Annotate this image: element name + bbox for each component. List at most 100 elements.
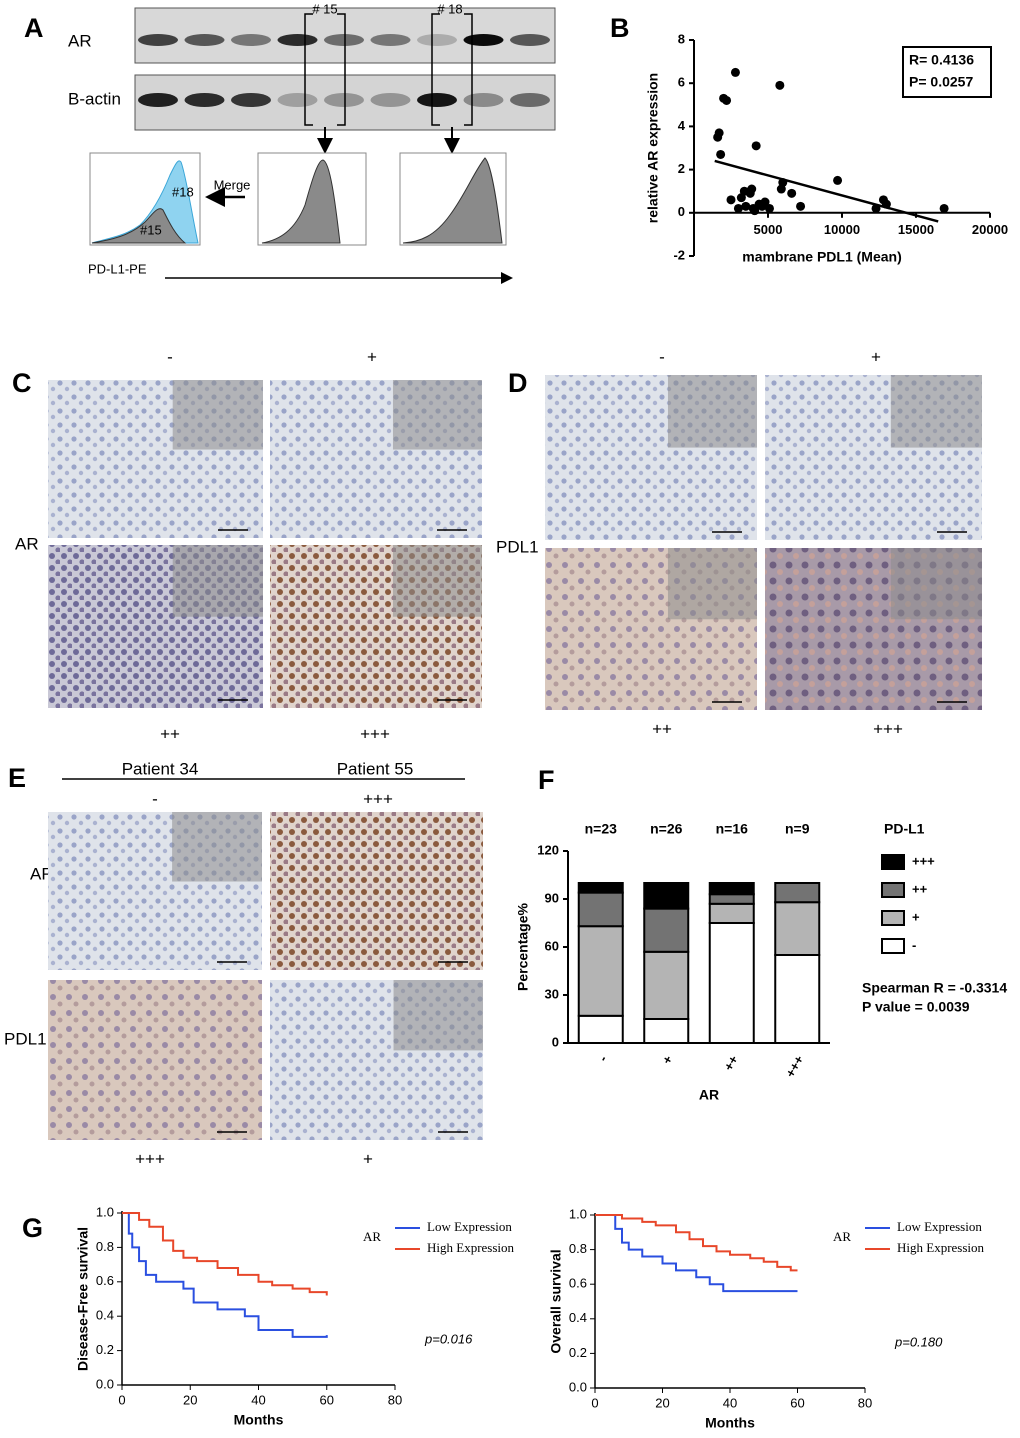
legend-label: High Expression: [897, 1240, 985, 1255]
x-axis-label: Months: [705, 1415, 755, 1431]
legend-label: +: [912, 909, 920, 924]
x-tick-label: 40: [723, 1395, 737, 1410]
inset: [172, 812, 262, 882]
legend-label: Low Expression: [897, 1219, 982, 1234]
bar-segment: [708, 893, 755, 905]
bracket: [304, 13, 346, 126]
y-tick-label: 0: [552, 1034, 559, 1049]
band: [184, 34, 225, 46]
y-tick-label: 30: [545, 986, 559, 1001]
inset: [890, 548, 982, 620]
blot-label: B-actin: [68, 89, 121, 108]
lane-label: # 18: [437, 1, 462, 16]
y-tick-label: 8: [678, 31, 685, 46]
band: [370, 34, 411, 46]
band: [510, 93, 550, 107]
y-tick-label: 4: [678, 118, 686, 133]
micrograph: [48, 980, 262, 1140]
merge-label: Merge: [214, 177, 251, 192]
stats-box: [902, 46, 992, 98]
y-tick-label: 0.8: [96, 1239, 114, 1254]
trend-line: [714, 159, 939, 223]
legend-swatch: [881, 882, 905, 898]
bar-segment: [708, 922, 755, 1044]
x-tick-label: 80: [388, 1392, 402, 1407]
count-label: n=16: [716, 821, 749, 837]
point: [714, 128, 724, 138]
panel-letter: E: [8, 763, 26, 793]
inset: [172, 545, 263, 617]
point: [796, 201, 806, 211]
band: [510, 34, 550, 46]
column-label: +: [367, 347, 377, 366]
band: [277, 34, 318, 46]
y-tick-label: 0.0: [569, 1379, 587, 1394]
x-tick-label: ++: [721, 1052, 742, 1073]
bar-segment: [643, 907, 690, 953]
legend-title: PD-L1: [884, 821, 925, 837]
band: [463, 93, 504, 107]
bar-segment: [643, 1018, 690, 1044]
survival-curve: [122, 1212, 328, 1338]
band: [463, 34, 504, 46]
p-value: p=0.180: [894, 1334, 943, 1349]
x-tick-label: 60: [320, 1392, 334, 1407]
y-tick-label: 60: [545, 938, 559, 953]
x-tick-label: 10000: [824, 222, 860, 237]
bar-segment: [577, 882, 624, 894]
histogram: [91, 160, 199, 244]
band: [231, 34, 271, 46]
column-label: +: [871, 347, 881, 366]
x-tick-label: 0: [118, 1392, 125, 1407]
panel-letter: A: [24, 13, 44, 43]
point: [939, 203, 949, 213]
gate-label: #15: [140, 222, 162, 237]
y-tick-label: 1.0: [569, 1206, 587, 1221]
point: [733, 203, 743, 213]
histogram: [261, 159, 341, 244]
legend-swatch: [881, 910, 905, 926]
y-tick-label: 2: [678, 161, 685, 176]
point: [726, 195, 736, 205]
score-label: +++: [363, 789, 393, 808]
legend-swatch: [881, 854, 905, 870]
y-tick-label: 0.0: [96, 1376, 114, 1391]
stats-text: P= 0.0257: [909, 74, 973, 90]
point: [722, 95, 732, 105]
band: [417, 34, 457, 46]
legend-label: High Expression: [427, 1240, 515, 1255]
point: [716, 149, 726, 159]
x-tick-label: 5000: [754, 222, 783, 237]
x-tick-label: 40: [251, 1392, 265, 1407]
y-tick-label: 120: [537, 842, 559, 857]
bar-segment: [577, 1014, 624, 1044]
x-tick-label: -: [595, 1053, 610, 1064]
x-tick-label: 20: [655, 1395, 669, 1410]
bands: [138, 34, 550, 107]
x-tick-label: +++: [782, 1052, 807, 1080]
inset: [890, 375, 982, 448]
bar-segment: [577, 925, 624, 1017]
y-tick-label: 1.0: [96, 1204, 114, 1219]
x-axis-label: Months: [234, 1412, 284, 1428]
band: [231, 93, 271, 107]
legend-label: -: [912, 937, 916, 952]
histogram: [91, 208, 187, 244]
y-tick-label: -2: [673, 247, 685, 262]
band: [184, 93, 225, 107]
micrographs: [48, 375, 982, 1140]
p-value: p=0.016: [424, 1331, 473, 1346]
histogram: [402, 157, 503, 244]
y-axis-label: Percentage%: [515, 902, 531, 990]
panel-letter: F: [538, 765, 555, 795]
bar-segment: [643, 950, 690, 1020]
row-label: PDL1: [4, 1029, 47, 1048]
point: [764, 203, 774, 213]
band: [138, 93, 178, 107]
y-axis-label: Overall survival: [548, 1249, 564, 1353]
column-label: -: [659, 347, 665, 366]
x-tick-label: 15000: [898, 222, 934, 237]
point: [760, 197, 770, 207]
inset: [393, 980, 483, 1051]
legend-swatch: [881, 938, 905, 954]
